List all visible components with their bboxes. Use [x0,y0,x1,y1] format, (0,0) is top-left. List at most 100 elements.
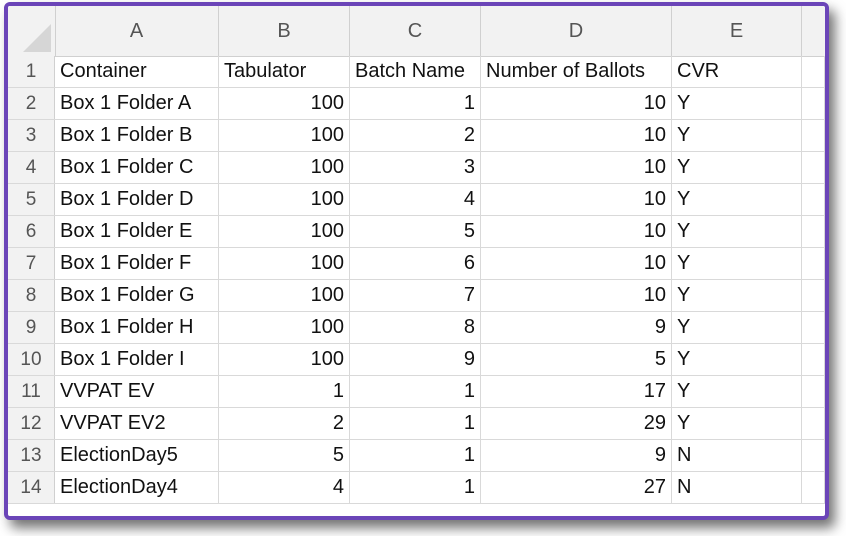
column-header-a[interactable]: A [55,6,219,56]
cell-container[interactable]: Box 1 Folder D [55,184,219,215]
cell-empty[interactable] [802,344,825,375]
cell-cvr[interactable]: Y [672,376,802,407]
cell-batch-name[interactable]: 2 [350,120,481,151]
cell-number-of-ballots[interactable]: 10 [481,184,672,215]
cell-empty[interactable] [802,440,825,471]
cell-number-of-ballots[interactable]: 9 [481,440,672,471]
row-header[interactable]: 5 [8,184,55,215]
row-header[interactable]: 14 [8,472,55,503]
row-header[interactable]: 13 [8,440,55,471]
row-header[interactable]: 1 [8,56,55,87]
row-header[interactable]: 3 [8,120,55,151]
cell-container[interactable]: ElectionDay5 [55,440,219,471]
column-header-c[interactable]: C [350,6,481,56]
cell-batch-name[interactable]: 4 [350,184,481,215]
row-header[interactable]: 6 [8,216,55,247]
cell-tabulator[interactable]: 100 [219,152,350,183]
cell-cvr[interactable]: Y [672,408,802,439]
cell-number-of-ballots[interactable]: 10 [481,280,672,311]
cell-batch-name[interactable]: 9 [350,344,481,375]
cell-container[interactable]: Box 1 Folder G [55,280,219,311]
cell-tabulator[interactable]: 2 [219,408,350,439]
cell-batch-name[interactable]: 5 [350,216,481,247]
row-header[interactable]: 12 [8,408,55,439]
cell-batch-name[interactable]: 1 [350,376,481,407]
cell-tabulator[interactable]: 100 [219,216,350,247]
cell-tabulator[interactable]: 100 [219,120,350,151]
cell-tabulator[interactable]: 100 [219,280,350,311]
cell-number-of-ballots[interactable]: 29 [481,408,672,439]
cell-batch-name[interactable]: 8 [350,312,481,343]
cell-number-of-ballots[interactable]: 5 [481,344,672,375]
cell-tabulator[interactable]: Tabulator [219,56,350,87]
row-header[interactable]: 10 [8,344,55,375]
row-header[interactable]: 4 [8,152,55,183]
cell-cvr[interactable]: Y [672,344,802,375]
cell-container[interactable]: ElectionDay4 [55,472,219,503]
cell-cvr[interactable]: Y [672,216,802,247]
row-header[interactable]: 8 [8,280,55,311]
cell-cvr[interactable]: Y [672,120,802,151]
row-header[interactable]: 7 [8,248,55,279]
column-header-e[interactable]: E [672,6,802,56]
cell-container[interactable]: Box 1 Folder F [55,248,219,279]
cell-number-of-ballots[interactable]: 10 [481,248,672,279]
cell-container[interactable]: Box 1 Folder A [55,88,219,119]
cell-batch-name[interactable]: 1 [350,472,481,503]
cell-number-of-ballots[interactable]: 9 [481,312,672,343]
cell-batch-name[interactable]: 1 [350,408,481,439]
column-header-d[interactable]: D [481,6,672,56]
row-header[interactable]: 11 [8,376,55,407]
cell-container[interactable]: Box 1 Folder E [55,216,219,247]
cell-container[interactable]: Container [55,56,219,87]
cell-batch-name[interactable]: 3 [350,152,481,183]
cell-tabulator[interactable]: 100 [219,248,350,279]
cell-tabulator[interactable]: 100 [219,184,350,215]
cell-number-of-ballots[interactable]: 27 [481,472,672,503]
cell-number-of-ballots[interactable]: 10 [481,120,672,151]
cell-empty[interactable] [802,408,825,439]
cell-tabulator[interactable]: 5 [219,440,350,471]
cell-tabulator[interactable]: 4 [219,472,350,503]
cell-cvr[interactable]: N [672,440,802,471]
cell-tabulator[interactable]: 100 [219,344,350,375]
cell-container[interactable]: Box 1 Folder I [55,344,219,375]
cell-tabulator[interactable]: 100 [219,312,350,343]
cell-batch-name[interactable]: Batch Name [350,56,481,87]
column-header-b[interactable]: B [219,6,350,56]
cell-tabulator[interactable]: 1 [219,376,350,407]
cell-empty[interactable] [802,376,825,407]
cell-empty[interactable] [802,472,825,503]
cell-container[interactable]: VVPAT EV2 [55,408,219,439]
cell-empty[interactable] [802,56,825,87]
cell-cvr[interactable]: N [672,472,802,503]
row-header[interactable]: 9 [8,312,55,343]
cell-container[interactable]: Box 1 Folder B [55,120,219,151]
cell-number-of-ballots[interactable]: 10 [481,216,672,247]
cell-batch-name[interactable]: 6 [350,248,481,279]
cell-empty[interactable] [802,152,825,183]
cell-tabulator[interactable]: 100 [219,88,350,119]
cell-cvr[interactable]: Y [672,184,802,215]
cell-empty[interactable] [802,120,825,151]
cell-number-of-ballots[interactable]: 10 [481,152,672,183]
select-all-corner[interactable] [8,6,56,56]
cell-number-of-ballots[interactable]: 17 [481,376,672,407]
cell-empty[interactable] [802,312,825,343]
cell-cvr[interactable]: Y [672,280,802,311]
cell-empty[interactable] [802,248,825,279]
cell-cvr[interactable]: Y [672,88,802,119]
cell-container[interactable]: Box 1 Folder C [55,152,219,183]
cell-number-of-ballots[interactable]: 10 [481,88,672,119]
cell-batch-name[interactable]: 1 [350,88,481,119]
cell-container[interactable]: Box 1 Folder H [55,312,219,343]
cell-batch-name[interactable]: 7 [350,280,481,311]
cell-number-of-ballots[interactable]: Number of Ballots [481,56,672,87]
cell-empty[interactable] [802,216,825,247]
row-header[interactable]: 2 [8,88,55,119]
cell-cvr[interactable]: CVR [672,56,802,87]
cell-batch-name[interactable]: 1 [350,440,481,471]
cell-empty[interactable] [802,88,825,119]
cell-empty[interactable] [802,280,825,311]
cell-cvr[interactable]: Y [672,152,802,183]
